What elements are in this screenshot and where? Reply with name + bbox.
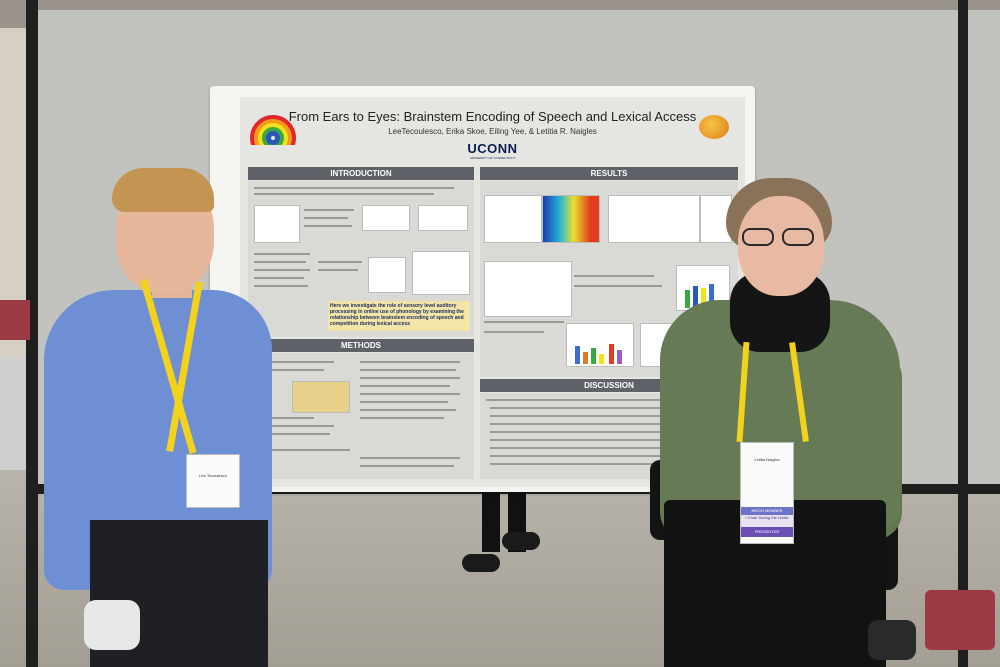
section-results: RESULTS (480, 167, 738, 180)
board-frame-right (958, 0, 968, 667)
highlight-text: Here we investigate the role of sensory … (330, 303, 464, 327)
badge-ribbon-presenter: PRESENTER (741, 527, 793, 537)
introduction-body (248, 181, 474, 337)
board-frame-left (26, 0, 38, 667)
badge-name: Lee Tecoulesco (199, 473, 227, 478)
poster-title: From Ears to Eyes: Brainstem Encoding of… (288, 109, 697, 124)
brain-icon (699, 115, 729, 139)
section-introduction: INTRODUCTION (248, 167, 474, 180)
chair (925, 590, 995, 650)
woman-face (738, 196, 824, 296)
rainbow-logo (250, 115, 300, 145)
institution-logo: UCONN (467, 141, 518, 156)
chair (0, 300, 30, 340)
name-badge: Letitia Naigles NRCSI MEMBER I Chair Dur… (740, 442, 794, 544)
badge-name: Letitia Naigles (754, 457, 780, 462)
badge-ribbon: I Chair During the Limits (741, 515, 793, 527)
badge-ribbon-member: NRCSI MEMBER (741, 507, 793, 515)
man-hair (112, 168, 214, 212)
face-mask-in-hand (84, 600, 140, 650)
name-badge: Lee Tecoulesco (186, 454, 240, 508)
institution-subtitle: UNIVERSITY OF CONNECTICUT (469, 156, 516, 160)
methods-body (248, 353, 474, 479)
section-methods: METHODS (248, 339, 474, 352)
poster-authors: LeeTecoulesco, Erika Skoe, Eiling Yee, &… (388, 127, 597, 136)
background-person-legs (462, 492, 540, 592)
bag-in-hand (868, 620, 916, 660)
glasses (742, 228, 818, 246)
